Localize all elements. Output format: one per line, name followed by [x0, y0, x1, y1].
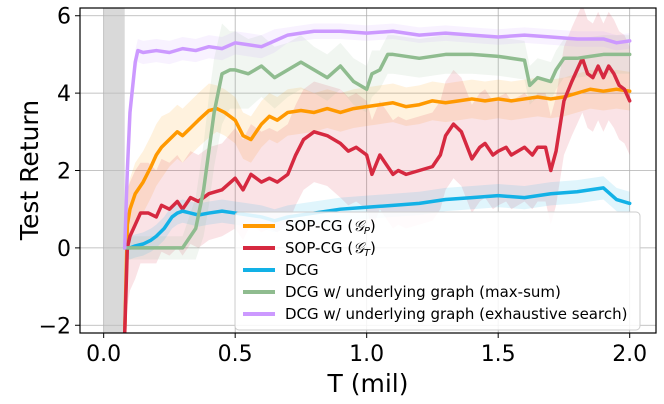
legend-label-0: SOP-CG (𝒢P)	[285, 217, 376, 237]
y-tick-label-3: 4	[57, 82, 71, 107]
x-tick-label-2: 1.0	[349, 342, 384, 367]
legend-label-4: DCG w/ underlying graph (exhaustive sear…	[285, 305, 627, 323]
series-band-4	[124, 23, 630, 268]
series-line-3	[122, 52, 632, 250]
series-line-1	[122, 56, 632, 333]
series-line-4	[122, 29, 632, 250]
y-tick-label-2: 2	[57, 160, 71, 185]
series-band-1	[124, 8, 630, 333]
warmup-band	[103, 8, 125, 333]
x-tick-label-3: 1.5	[481, 342, 516, 367]
y-tick-label-4: 6	[57, 5, 71, 30]
legend-label-2: DCG	[285, 261, 319, 279]
x-axis-label: T (mil)	[327, 369, 409, 398]
warmup-region	[103, 8, 125, 333]
series-line-0	[122, 87, 632, 333]
series-band-0	[124, 69, 630, 333]
x-tick-label-0: 0.0	[86, 342, 121, 367]
legend-label-1: SOP-CG (𝒢T)	[285, 239, 376, 259]
x-tick-label-1: 0.5	[218, 342, 253, 367]
legend: SOP-CG (𝒢P)SOP-CG (𝒢T) DCG DCG w/ underlyi…	[234, 211, 641, 331]
y-tick-label-1: 0	[57, 237, 71, 262]
axis-ticks: 0.0 0.5 1.0 1.5 2.0 −2 0 2 4 6	[39, 5, 648, 367]
y-axis-label: Test Return	[15, 100, 44, 241]
y-tick-label-0: −2	[39, 314, 71, 339]
x-tick-label-4: 2.0	[612, 342, 647, 367]
series-band-3	[124, 23, 630, 260]
legend-box	[234, 211, 641, 331]
legend-label-3: DCG w/ underlying graph (max-sum)	[285, 283, 561, 301]
